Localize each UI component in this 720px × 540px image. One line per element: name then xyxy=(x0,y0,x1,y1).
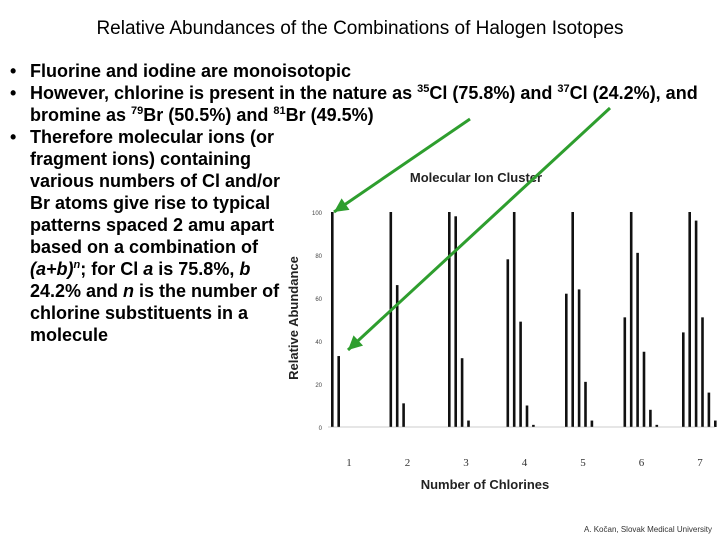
arrow-head-icon xyxy=(348,335,364,350)
y-tick-label: 0 xyxy=(319,426,323,432)
bar xyxy=(402,403,405,427)
bullet-text-part: is the number of chlorine substituents i… xyxy=(30,281,280,345)
bar xyxy=(577,289,581,427)
bar xyxy=(636,252,639,427)
y-tick-label: 40 xyxy=(315,340,322,346)
slide-title: Relative Abundances of the Combinations … xyxy=(96,18,624,39)
x-tick-label: 1 xyxy=(346,457,352,469)
bar xyxy=(337,356,340,427)
x-tick-label: 3 xyxy=(463,457,469,469)
bar xyxy=(642,351,646,427)
bar xyxy=(584,381,587,427)
bar xyxy=(506,259,510,427)
x-tick-label: 4 xyxy=(522,457,528,469)
chart-title: Molecular Ion Cluster xyxy=(410,170,542,185)
bar xyxy=(571,212,574,427)
variable-a: a xyxy=(143,259,154,279)
arrow-head-icon xyxy=(334,198,350,212)
bar xyxy=(590,420,594,427)
formula: (a+b) xyxy=(30,259,74,279)
bar xyxy=(525,405,529,427)
bar xyxy=(512,212,516,427)
y-axis-ticks: 0 20 40 60 80 100 xyxy=(312,211,323,432)
bullet-dot-icon: • xyxy=(10,127,17,147)
bullet-text: Therefore molecular ions (or fragment io… xyxy=(30,127,280,345)
isotope-mass: 37 xyxy=(557,83,570,95)
y-tick-label: 80 xyxy=(315,254,322,260)
bar xyxy=(519,321,522,427)
bar xyxy=(649,409,652,427)
arrow-line xyxy=(333,117,471,214)
bullet-dot-icon: • xyxy=(10,83,17,103)
bar xyxy=(389,212,393,427)
bar xyxy=(623,317,627,427)
x-tick-label: 2 xyxy=(405,457,411,469)
bullet-text-part: Therefore molecular ions (or fragment io… xyxy=(30,127,281,257)
x-tick-label: 5 xyxy=(580,457,586,469)
x-axis-tick-labels: 1 2 3 4 5 6 7 xyxy=(346,457,703,469)
bar xyxy=(707,392,711,427)
variable-n: n xyxy=(123,281,135,301)
x-tick-label: 6 xyxy=(639,457,645,469)
credit-text: A. Kočan, Slovak Medical University xyxy=(583,525,712,534)
bar xyxy=(460,358,464,427)
bullet-text-part: Cl (75.8%) and xyxy=(429,83,558,103)
bullet-list: • Fluorine and iodine are monoisotopic • H… xyxy=(8,60,708,346)
bar xyxy=(655,424,659,427)
bar xyxy=(448,212,451,427)
bullet-text: Fluorine and iodine are monoisotopic xyxy=(30,61,352,81)
bar xyxy=(694,220,698,427)
x-axis-label: Number of Chlorines xyxy=(421,477,550,492)
y-tick-label: 100 xyxy=(312,211,323,217)
bar xyxy=(688,212,691,427)
bullet-text-part: 24.2% and xyxy=(30,281,124,301)
bullet-text-part: Cl (24.2%), and bromine as xyxy=(30,83,698,125)
bullet-text-part: Br (49.5%) xyxy=(285,105,374,125)
bar xyxy=(454,216,457,427)
y-tick-label: 20 xyxy=(315,383,322,389)
bar xyxy=(701,317,704,427)
bar xyxy=(467,420,470,427)
bullet-text-part: However, chlorine is present in the natu… xyxy=(30,83,418,103)
isotope-mass: 79 xyxy=(131,105,144,117)
arrow-line xyxy=(346,106,612,352)
x-tick-label: 7 xyxy=(697,457,703,469)
bar xyxy=(331,212,334,427)
bar xyxy=(629,212,633,427)
bullet-dot-icon: • xyxy=(10,61,17,81)
bar xyxy=(682,332,685,427)
y-axis-label: Relative Abundance xyxy=(286,256,301,380)
isotope-mass: 81 xyxy=(273,105,286,117)
bullet-item: • Therefore molecular ions (or fragment i… xyxy=(8,126,290,346)
formula-exponent: n xyxy=(73,259,81,271)
bullet-text-part: Br (50.5%) and xyxy=(143,105,274,125)
annotation-arrows xyxy=(333,106,612,352)
variable-b: b xyxy=(239,259,251,279)
bullet-text: However, chlorine is present in the natu… xyxy=(30,83,698,125)
bullet-item: • Fluorine and iodine are monoisotopic xyxy=(8,60,708,82)
bar xyxy=(395,285,399,427)
bar-series xyxy=(328,212,717,428)
bar xyxy=(714,420,717,427)
isotope-mass: 35 xyxy=(417,83,430,95)
bullet-text-part: is 75.8%, xyxy=(153,259,240,279)
y-tick-label: 60 xyxy=(315,297,322,303)
bullet-item: • However, chlorine is present in the nat… xyxy=(8,82,708,126)
bar xyxy=(532,424,535,427)
bullet-text-part: ; for Cl xyxy=(80,259,144,279)
bar xyxy=(565,293,568,427)
